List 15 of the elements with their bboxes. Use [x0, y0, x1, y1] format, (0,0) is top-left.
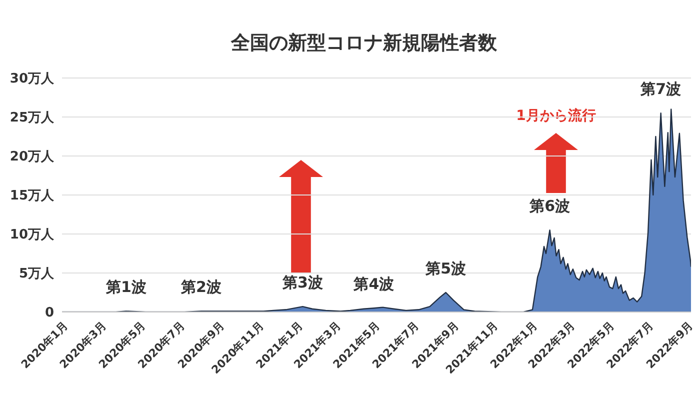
annotation: 第4波 — [352, 275, 394, 294]
annotation: 第5波 — [424, 260, 466, 278]
y-tick-label: 20万人 — [10, 150, 55, 165]
y-tick-label: 10万人 — [10, 228, 55, 243]
annotation: 第6波 — [528, 197, 570, 216]
y-tick-label: 25万人 — [10, 110, 55, 126]
annotation: 第1波 — [104, 278, 146, 296]
chart-title: 全国の新型コロナ新規陽性者数 — [230, 31, 498, 56]
annotation: 第3波 — [281, 274, 323, 292]
annotation: 第2波 — [180, 278, 222, 296]
y-tick-label: 5万人 — [18, 266, 55, 282]
y-tick-label: 15万人 — [10, 188, 55, 204]
y-tick-label: 30万人 — [10, 72, 55, 87]
annotation: 第7波 — [640, 80, 682, 98]
y-tick-label: 0 — [44, 306, 54, 321]
